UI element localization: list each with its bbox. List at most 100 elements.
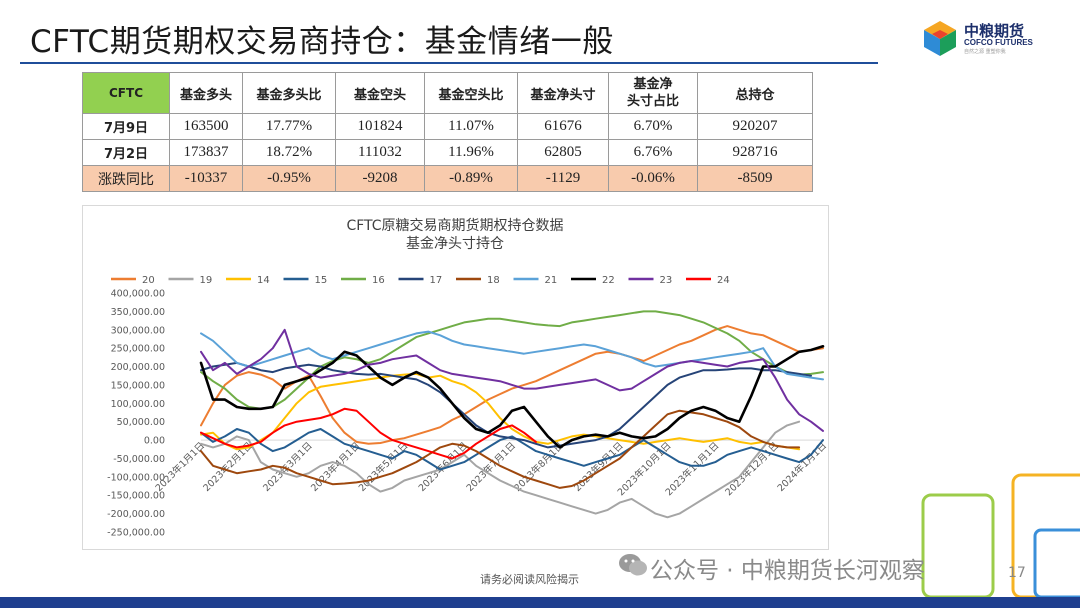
y-tick-label: 350,000.00: [111, 307, 165, 318]
x-tick-label: 2023年4月1日: [308, 440, 362, 494]
series-line-18: [200, 409, 801, 489]
watermark-text: 公众号 · 中粮期货长河观察: [650, 558, 925, 584]
x-tick-label: 2023年8月1日: [512, 440, 566, 494]
table-cell: -0.06%: [608, 165, 698, 192]
y-axis: 400,000.00 350,000.00 300,000.00 250,000.00…: [107, 289, 165, 539]
y-tick-label: 200,000.00: [111, 362, 165, 373]
series-line-23: [200, 328, 824, 432]
net-position-chart: CFTC原糖交易商期货期权持仓数据 基金净头寸持仓 20 19 14 15 16 17 18…: [82, 205, 829, 550]
legend-label: 18: [487, 275, 500, 286]
legend-label: 24: [717, 275, 730, 286]
table-row-change: 涨跌同比 -10337 -0.95% -9208 -0.89% -1129 -0…: [82, 165, 813, 192]
legend-label: 23: [660, 275, 673, 286]
series-line-14: [200, 372, 801, 451]
table-cell: 173837: [169, 139, 243, 166]
table-row: 7月9日 163500 17.77% 101824 11.07% 61676 6…: [82, 113, 813, 140]
chart-title: CFTC原糖交易商期货期权持仓数据: [346, 217, 563, 234]
row-label: 7月9日: [82, 113, 170, 140]
legend-label: 22: [602, 275, 615, 286]
y-tick-label: 400,000.00: [111, 289, 165, 300]
x-tick-label: 2023年9月1日: [571, 440, 625, 494]
table-cell: 928716: [697, 139, 813, 166]
table-header: 总持仓: [697, 72, 813, 114]
table-cell: 61676: [517, 113, 609, 140]
title-divider: [20, 62, 878, 64]
y-tick-label: -200,000.00: [107, 509, 165, 520]
table-cell: -1129: [517, 165, 609, 192]
x-tick-label: 2023年5月1日: [356, 440, 410, 494]
table-header: 基金多头比: [242, 72, 336, 114]
row-label: 涨跌同比: [82, 165, 170, 192]
table-cell: 62805: [517, 139, 609, 166]
table-cell: -0.95%: [242, 165, 336, 192]
table-header: 基金空头比: [424, 72, 518, 114]
y-tick-label: 300,000.00: [111, 325, 165, 336]
table-header-row: CFTC 基金多头 基金多头比 基金空头 基金空头比 基金净头寸 基金净头寸占比…: [82, 72, 813, 114]
series-line-16: [200, 310, 824, 410]
legend-label: 15: [315, 275, 328, 286]
table-cell: 111032: [335, 139, 425, 166]
row-label: 7月2日: [82, 139, 170, 166]
series-line-21: [200, 330, 824, 381]
chart-subtitle: 基金净头寸持仓: [406, 235, 504, 252]
y-tick-label: -150,000.00: [107, 491, 165, 502]
y-tick-label: 150,000.00: [111, 380, 165, 391]
table-cell: 6.76%: [608, 139, 698, 166]
y-tick-label: 100,000.00: [111, 399, 165, 410]
chart-series: [199, 310, 825, 519]
table-header-line: 头寸占比: [626, 94, 679, 109]
series-line-19: [200, 420, 801, 519]
cftc-position-table: CFTC 基金多头 基金多头比 基金空头 基金空头比 基金净头寸 基金净头寸占比…: [82, 72, 813, 192]
x-tick-label: 2024年1月1日: [775, 440, 828, 494]
table-row: 7月2日 173837 18.72% 111032 11.96% 62805 6…: [82, 139, 813, 166]
y-tick-label: -100,000.00: [107, 472, 165, 483]
series-line-17: [200, 361, 812, 449]
table-cell: 6.70%: [608, 113, 698, 140]
decorative-corner-frames: [921, 473, 1080, 597]
cofco-logo-icon: [924, 21, 956, 56]
legend-label: 17: [430, 275, 443, 286]
table-cell: 101824: [335, 113, 425, 140]
series-line-15: [200, 428, 824, 471]
chart-canvas: CFTC原糖交易商期货期权持仓数据 基金净头寸持仓 20 19 14 15 16 17 18…: [107, 217, 828, 539]
y-tick-label: 250,000.00: [111, 344, 165, 355]
table-cell: 920207: [697, 113, 813, 140]
legend-label: 14: [257, 275, 270, 286]
wechat-icon: [619, 554, 647, 576]
table-cell: 11.96%: [424, 139, 518, 166]
legend-label: 20: [142, 275, 155, 286]
table-header: 基金多头: [169, 72, 243, 114]
logo-tagline: 自然之源 重塑你我: [964, 49, 1006, 55]
table-header-line: 基金净: [633, 77, 673, 92]
y-tick-label: -50,000.00: [113, 454, 165, 465]
table-header: 基金净头寸: [517, 72, 609, 114]
y-tick-label: 0.00: [144, 436, 165, 447]
legend-label: 21: [545, 275, 558, 286]
page-title: CFTC期货期权交易商持仓：基金情绪一般: [30, 24, 614, 60]
y-tick-label: 50,000.00: [117, 417, 165, 428]
table-cell: 163500: [169, 113, 243, 140]
company-logo: 中粮期货 COFCO FUTURES 自然之源 重塑你我: [920, 18, 1060, 58]
table-header: 基金净 头寸占比: [608, 72, 698, 114]
table-cell: -8509: [697, 165, 813, 192]
legend-label: 19: [200, 275, 213, 286]
series-line-24: [200, 407, 537, 460]
table-cell: -0.89%: [424, 165, 518, 192]
table-cell: 17.77%: [242, 113, 336, 140]
logo-chinese-name: 中粮期货: [964, 22, 1025, 40]
chart-legend: 20 19 14 15 16 17 18 21 22 23 24: [111, 275, 730, 286]
table-cell: -10337: [169, 165, 243, 192]
page-number: 17: [1008, 565, 1026, 581]
y-tick-label: -250,000.00: [107, 528, 165, 539]
table-cell: -9208: [335, 165, 425, 192]
table-cell: 18.72%: [242, 139, 336, 166]
table-cell: 11.07%: [424, 113, 518, 140]
x-tick-label: 2023年1月1日: [153, 440, 207, 494]
series-line-22: [199, 345, 825, 449]
table-header: 基金空头: [335, 72, 425, 114]
footer-bar: [0, 597, 1080, 608]
table-header-cftc: CFTC: [82, 72, 170, 114]
legend-label: 16: [372, 275, 385, 286]
logo-english-name: COFCO FUTURES: [964, 38, 1033, 47]
risk-disclosure-note: 请务必阅读风险揭示: [480, 573, 579, 586]
